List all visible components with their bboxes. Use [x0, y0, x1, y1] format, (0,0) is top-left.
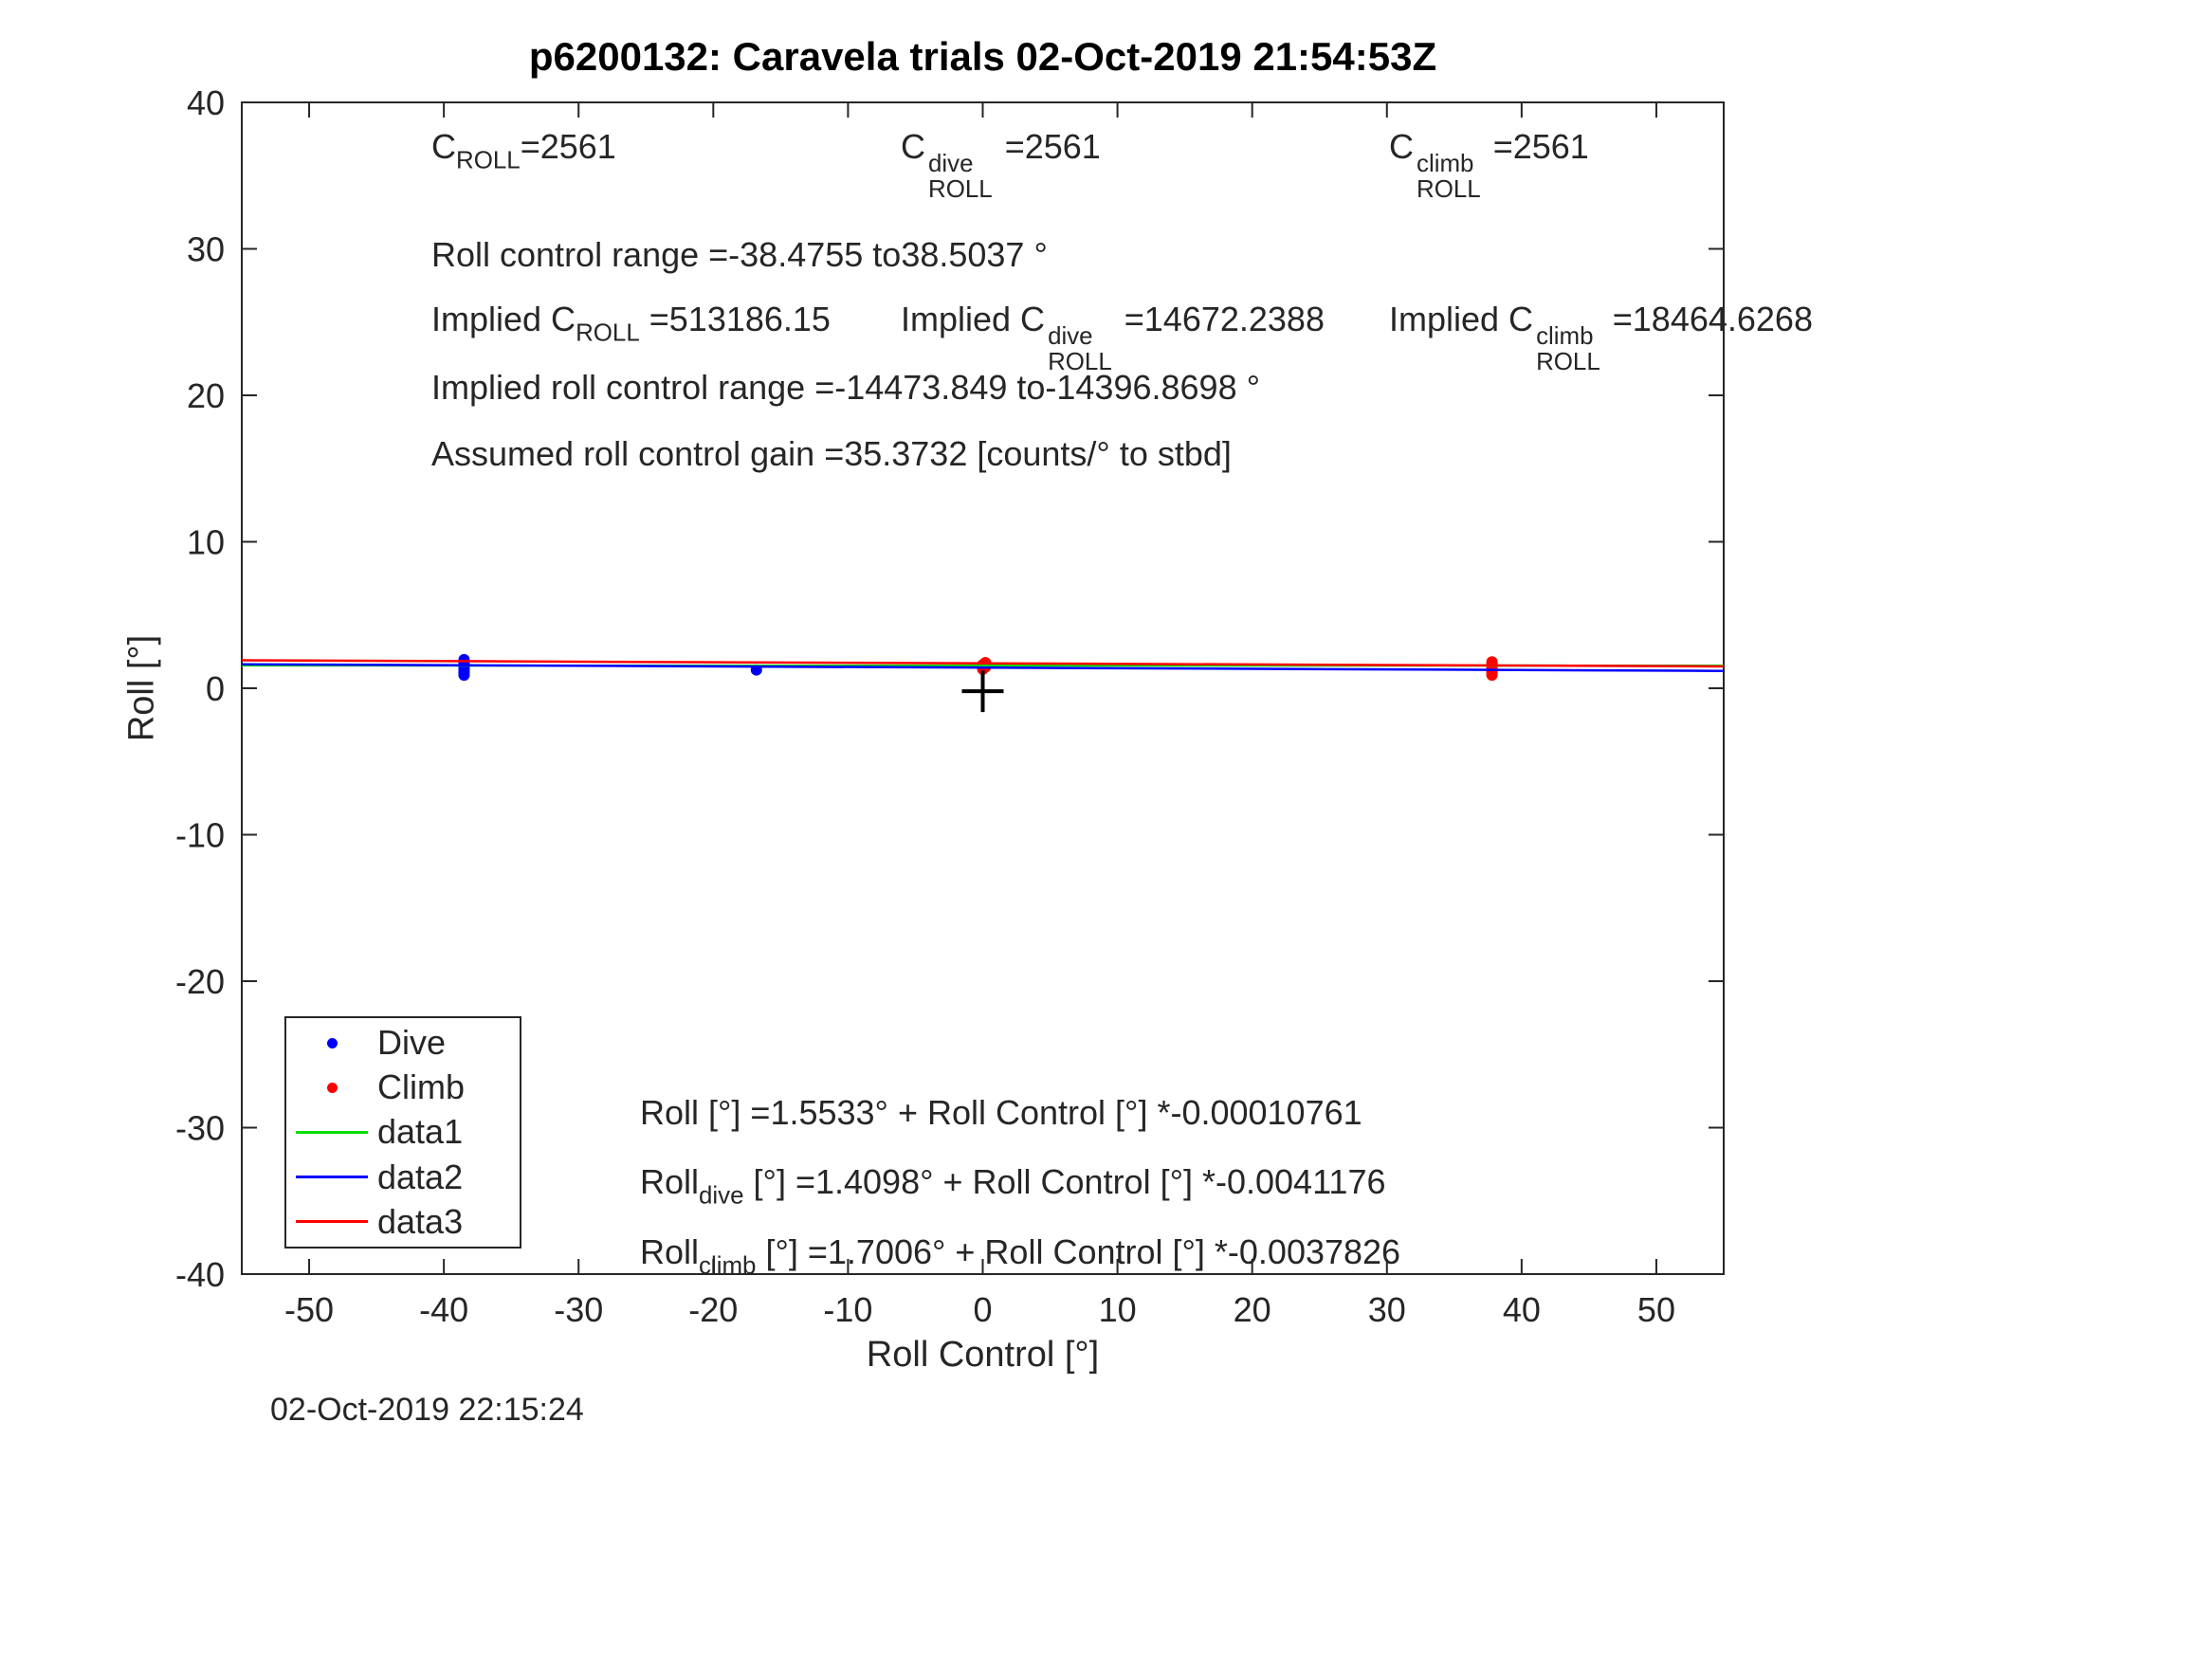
legend-item-data2: data2: [286, 1158, 520, 1197]
data1-line-icon: [286, 1130, 377, 1134]
y-tick-label: -10: [175, 816, 225, 855]
y-tick-label: 0: [206, 669, 225, 708]
y-axis-label: Roll [°]: [121, 634, 162, 742]
ann-subscript: ROLL: [576, 319, 640, 347]
x-tick-label: 30: [1368, 1290, 1406, 1329]
x-tick-label: 10: [1099, 1290, 1137, 1329]
ann-superscript: climb: [1417, 151, 1474, 178]
x-tick-label: -50: [284, 1290, 334, 1329]
annotation-implied-roll-control-range: Implied roll control range =-14473.849 t…: [431, 368, 1260, 407]
ann-subscript: ROLL: [456, 147, 521, 174]
ann-subscript: ROLL: [928, 176, 993, 204]
ann-subscript: ROLL: [1536, 349, 1600, 376]
legend-label: data3: [377, 1201, 464, 1241]
y-tick-label: -30: [175, 1109, 225, 1148]
legend-item-data1: data1: [286, 1112, 520, 1152]
ann-text: Implied C: [1389, 300, 1534, 338]
y-tick-label: 40: [187, 83, 225, 122]
eq-text: Roll [°] =1.5533° + Roll Control [°] *-0…: [640, 1093, 1362, 1132]
ann-superscript: climb: [1536, 323, 1594, 351]
legend: Dive Climb data1 data2 data3: [284, 1016, 521, 1249]
annotation-assumed-gain: Assumed roll control gain =35.3732 [coun…: [431, 434, 1232, 473]
legend-item-dive: Dive: [286, 1023, 520, 1063]
ann-text: =14672.2388: [1114, 300, 1325, 338]
ann-text: =18464.6268: [1602, 300, 1813, 338]
ann-scripts: dive ROLL: [1048, 323, 1112, 376]
data2-line-icon: [286, 1176, 377, 1179]
annotation-roll-control-range: Roll control range =-38.4755 to38.5037 °: [431, 235, 1048, 274]
ann-scripts: dive ROLL: [928, 151, 993, 204]
legend-label: data1: [377, 1112, 464, 1152]
legend-label: Climb: [377, 1067, 466, 1107]
data3-line-icon: [286, 1220, 377, 1224]
ann-text: =2561: [995, 127, 1101, 166]
eq-subscript: dive: [699, 1182, 744, 1210]
ann-text: C: [901, 127, 925, 166]
eq-text: [°] =1.7006° + Roll Control [°] *-0.0037…: [756, 1232, 1401, 1271]
legend-label: Dive: [377, 1023, 447, 1063]
annotation-implied-c-roll: Implied CROLL =513186.15: [431, 300, 831, 347]
plus-marker: [961, 670, 1004, 713]
climb-marker-icon: [286, 1082, 377, 1093]
x-tick-label: 20: [1234, 1290, 1271, 1329]
ann-scripts: climb ROLL: [1417, 151, 1481, 204]
annotation-c-roll: CROLL=2561: [431, 127, 616, 174]
series-data2: [241, 663, 1725, 672]
ann-subscript: ROLL: [1048, 349, 1112, 376]
y-tick-label: 30: [187, 230, 225, 269]
eq-text: Roll: [640, 1232, 700, 1271]
eq-subscript: climb: [699, 1252, 757, 1280]
ann-text: C: [1389, 127, 1414, 166]
x-tick-label: 50: [1637, 1290, 1675, 1329]
ann-scripts: climb ROLL: [1536, 323, 1600, 376]
x-axis-ticks: -50 -40 -30 -20 -10 0 10 20 30 40 50: [284, 102, 1675, 1329]
ann-text: =2561: [1483, 127, 1589, 166]
ann-text: C: [431, 127, 456, 166]
x-tick-label: 40: [1503, 1290, 1541, 1329]
footer-timestamp: 02-Oct-2019 22:15:24: [270, 1392, 584, 1428]
x-tick-label: -10: [823, 1290, 872, 1329]
chart-title: p6200132: Caravela trials 02-Oct-2019 21…: [528, 34, 1437, 79]
x-axis-label: Roll Control [°]: [866, 1335, 1100, 1375]
ann-superscript: dive: [928, 151, 974, 178]
ann-text: Implied C: [901, 300, 1046, 338]
ann-subscript: ROLL: [1417, 176, 1481, 204]
x-tick-label: -30: [554, 1290, 603, 1329]
y-tick-label: -20: [175, 962, 225, 1001]
equation-roll-fit: Roll [°] =1.5533° + Roll Control [°] *-0…: [640, 1093, 1362, 1140]
x-tick-label: 0: [973, 1290, 992, 1329]
dive-marker-icon: [286, 1037, 377, 1048]
y-tick-label: 20: [187, 376, 225, 415]
ann-text: =2561: [520, 127, 616, 166]
eq-text: Roll: [640, 1162, 700, 1201]
legend-item-data3: data3: [286, 1202, 520, 1242]
series-data3: [241, 659, 1725, 668]
x-tick-label: -20: [688, 1290, 738, 1329]
y-tick-label: -40: [175, 1255, 225, 1294]
ann-text: =513186.15: [639, 300, 831, 338]
x-tick-label: -40: [419, 1290, 468, 1329]
legend-item-climb: Climb: [286, 1067, 520, 1107]
y-axis-ticks: -40 -30 -20 -10 0 10 20 30 40: [175, 83, 1724, 1294]
equation-roll-climb-fit: Rollclimb [°] =1.7006° + Roll Control [°…: [640, 1232, 1400, 1280]
legend-label: data2: [377, 1157, 464, 1196]
eq-text: [°] =1.4098° + Roll Control [°] *-0.0041…: [743, 1162, 1386, 1201]
y-tick-label: 10: [187, 523, 225, 562]
equation-roll-dive-fit: Rolldive [°] =1.4098° + Roll Control [°]…: [640, 1162, 1385, 1210]
ann-superscript: dive: [1048, 323, 1093, 351]
ann-text: Implied C: [431, 300, 576, 338]
